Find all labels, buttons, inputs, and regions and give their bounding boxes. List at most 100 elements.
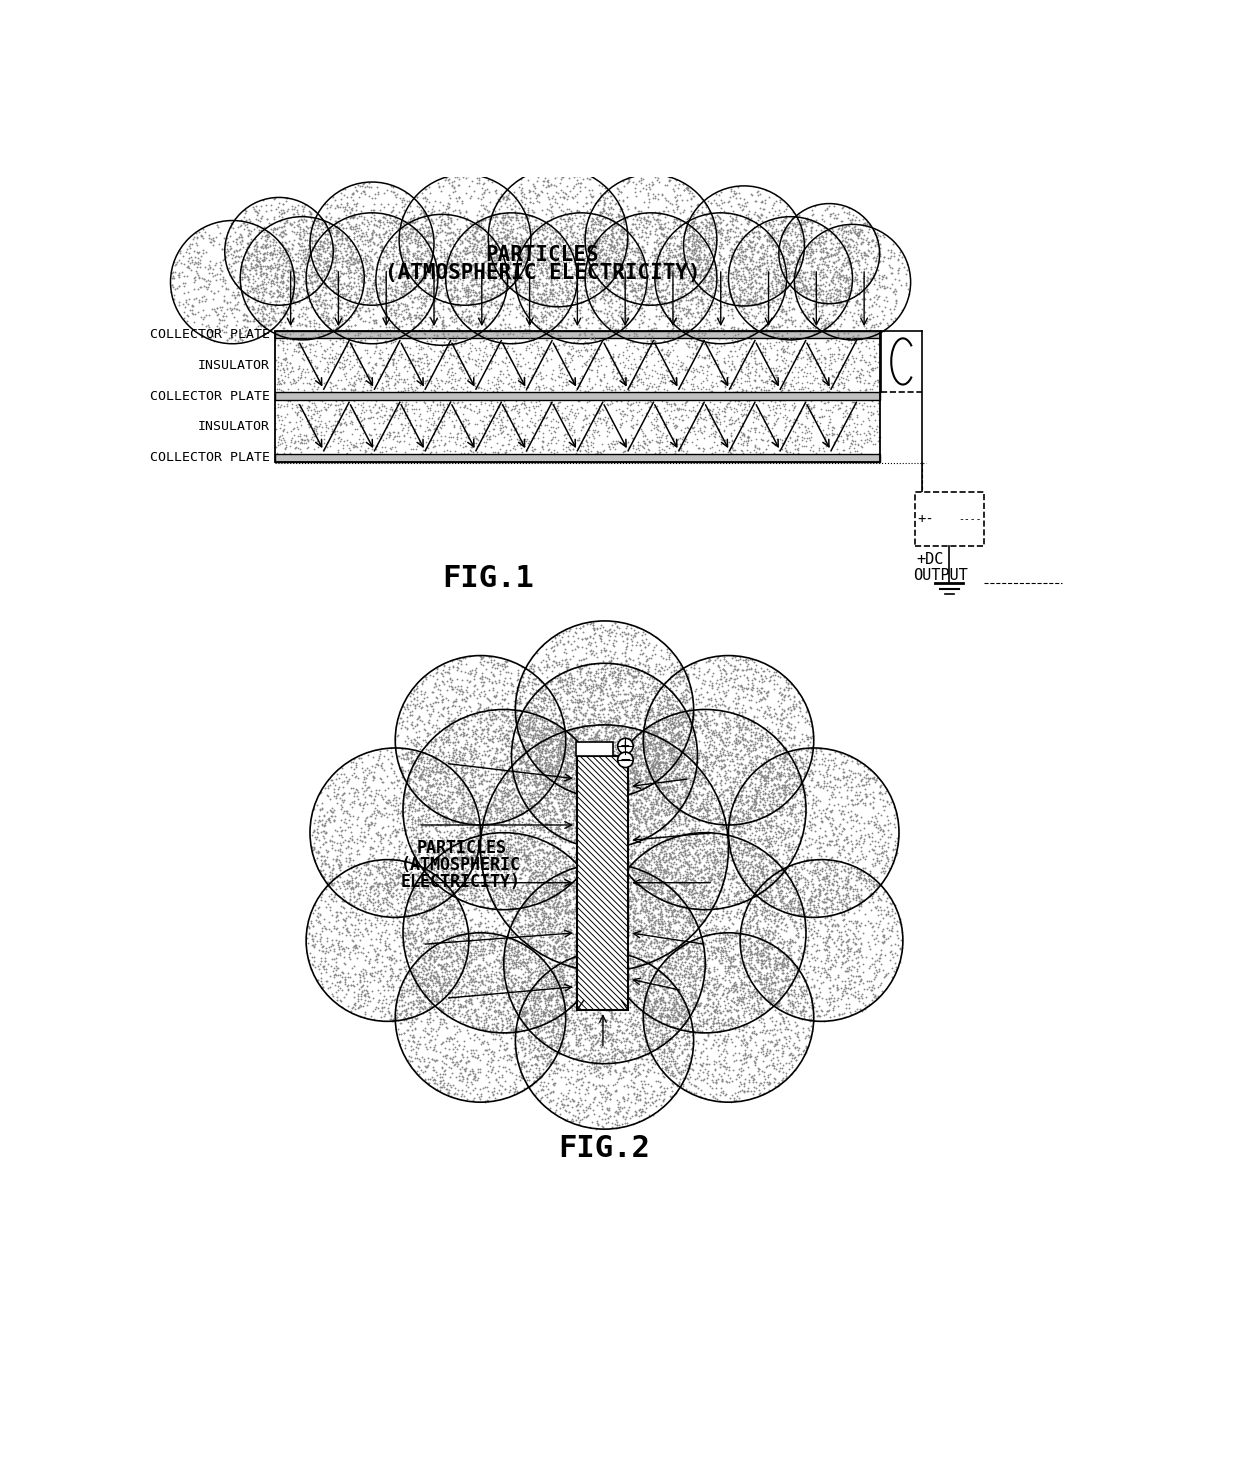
Point <box>651 930 671 954</box>
Point <box>693 876 713 899</box>
Point <box>532 863 552 886</box>
Point <box>446 746 466 770</box>
Point <box>332 350 352 374</box>
Point <box>565 886 585 910</box>
Point <box>485 249 505 272</box>
Point <box>599 910 619 933</box>
Point <box>463 908 482 932</box>
Point <box>598 736 618 760</box>
Point <box>616 879 636 902</box>
Point <box>687 860 707 883</box>
Point <box>706 845 725 868</box>
Point <box>569 699 589 723</box>
Point <box>683 394 703 418</box>
Point <box>471 807 491 830</box>
Point <box>661 972 681 995</box>
Point <box>405 894 425 917</box>
Point <box>701 742 720 765</box>
Point <box>553 695 573 718</box>
Point <box>740 910 760 933</box>
Point <box>858 244 878 268</box>
Point <box>833 200 853 224</box>
Point <box>745 767 765 790</box>
Point <box>776 948 796 972</box>
Point <box>340 252 360 275</box>
Point <box>533 272 553 296</box>
Point <box>387 393 407 417</box>
Point <box>585 243 605 266</box>
Point <box>656 966 676 989</box>
Point <box>326 390 346 414</box>
Point <box>544 187 564 210</box>
Point <box>511 751 531 774</box>
Point <box>559 646 579 670</box>
Point <box>620 771 640 795</box>
Point <box>629 735 649 758</box>
Point <box>641 857 661 880</box>
Point <box>538 871 558 895</box>
Point <box>614 736 634 760</box>
Point <box>804 393 823 417</box>
Point <box>477 864 497 888</box>
Point <box>730 724 750 748</box>
Point <box>549 774 569 798</box>
Point <box>575 936 595 960</box>
Point <box>663 896 683 920</box>
Point <box>463 793 482 817</box>
Point <box>719 808 739 832</box>
Point <box>811 280 831 303</box>
Point <box>709 745 729 768</box>
Point <box>787 886 807 910</box>
Point <box>588 748 608 771</box>
Point <box>666 1008 686 1032</box>
Point <box>831 986 851 1010</box>
Point <box>477 980 497 1004</box>
Point <box>553 911 573 935</box>
Point <box>554 944 574 967</box>
Point <box>614 237 634 261</box>
Point <box>464 851 484 874</box>
Point <box>703 699 723 723</box>
Point <box>660 369 680 393</box>
Point <box>419 284 439 308</box>
Point <box>548 399 568 422</box>
Point <box>441 799 461 823</box>
Point <box>445 877 465 901</box>
Point <box>766 866 786 889</box>
Point <box>389 200 409 224</box>
Point <box>585 1085 605 1108</box>
Point <box>341 755 361 779</box>
Point <box>330 238 350 262</box>
Point <box>505 939 525 963</box>
Point <box>557 948 577 972</box>
Point <box>490 789 510 813</box>
Point <box>456 982 476 1005</box>
Point <box>739 898 759 921</box>
Point <box>480 776 500 799</box>
Point <box>689 240 709 263</box>
Point <box>671 957 691 980</box>
Point <box>546 963 565 986</box>
Point <box>608 266 627 290</box>
Point <box>465 412 485 436</box>
Point <box>518 989 538 1013</box>
Point <box>724 861 744 885</box>
Point <box>644 748 663 771</box>
Point <box>722 411 742 434</box>
Point <box>534 1030 554 1054</box>
Point <box>515 724 534 748</box>
Point <box>641 902 661 926</box>
Point <box>870 886 890 910</box>
Point <box>595 1042 615 1066</box>
Point <box>247 234 267 258</box>
Point <box>678 358 698 381</box>
Point <box>621 914 641 938</box>
Point <box>536 972 556 995</box>
Point <box>673 762 693 786</box>
Point <box>626 1100 646 1123</box>
Point <box>636 873 656 896</box>
Point <box>471 711 491 735</box>
Point <box>407 1008 427 1032</box>
Point <box>816 895 836 919</box>
Point <box>392 830 412 854</box>
